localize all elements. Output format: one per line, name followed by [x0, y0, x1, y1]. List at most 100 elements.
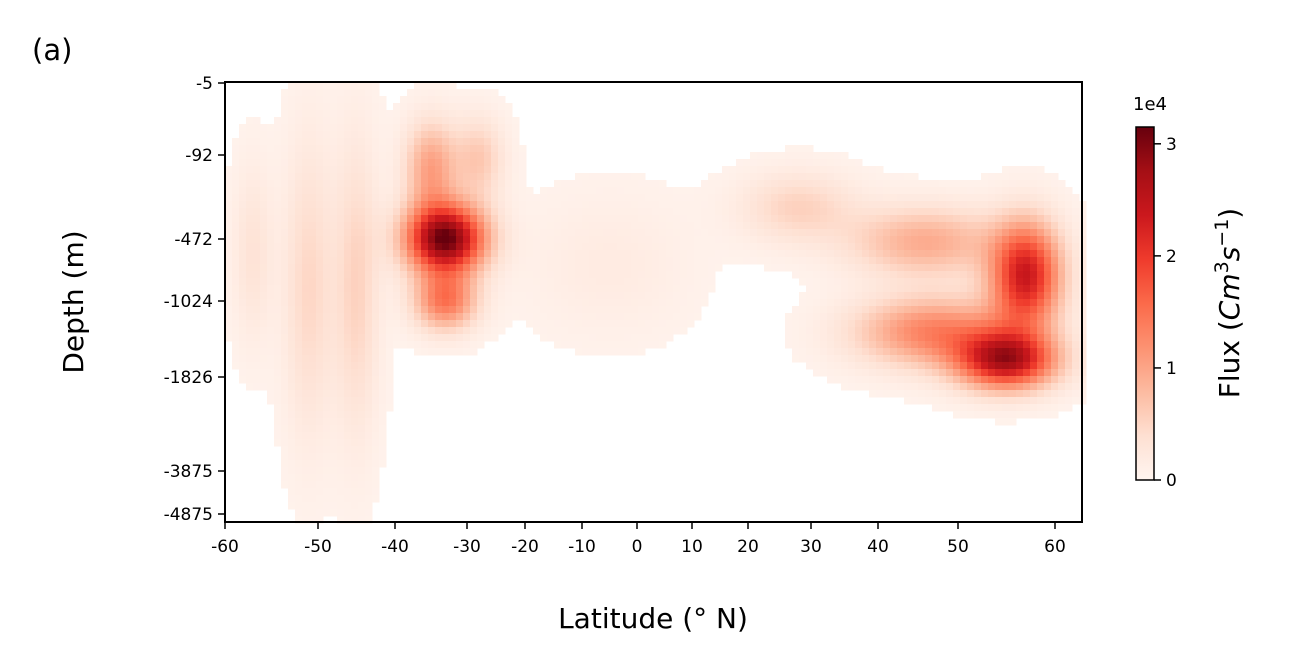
heatmap-cell [330, 369, 338, 377]
plot-frame [224, 81, 1083, 523]
heatmap-cell [428, 327, 436, 335]
heatmap-cell [421, 292, 429, 300]
heatmap-cell [386, 383, 394, 391]
heatmap-cell [323, 96, 331, 104]
heatmap-cell [463, 250, 471, 258]
heatmap-cell [288, 173, 296, 181]
heatmap-cell [442, 110, 450, 118]
heatmap-cell [309, 131, 317, 139]
heatmap-cell [1044, 334, 1052, 342]
heatmap-cell [904, 278, 912, 286]
heatmap-cell [442, 82, 450, 90]
heatmap-cell [232, 236, 240, 244]
heatmap-cell [456, 131, 464, 139]
heatmap-cell [1044, 376, 1052, 384]
heatmap-cell [904, 215, 912, 223]
heatmap-cell [379, 117, 387, 125]
heatmap-cell [512, 166, 520, 174]
heatmap-cell [813, 320, 821, 328]
heatmap-cell [302, 124, 310, 132]
heatmap-cell [302, 117, 310, 125]
heatmap-cell [666, 243, 674, 251]
heatmap-cell [491, 194, 499, 202]
heatmap-cell [463, 145, 471, 153]
heatmap-cell [449, 334, 457, 342]
heatmap-cell [967, 236, 975, 244]
heatmap-cell [316, 516, 324, 524]
heatmap-cell [988, 320, 996, 328]
heatmap-cell [582, 243, 590, 251]
heatmap-cell [491, 236, 499, 244]
heatmap-cell [351, 348, 359, 356]
heatmap-cell [449, 96, 457, 104]
heatmap-cell [449, 292, 457, 300]
heatmap-cell [911, 348, 919, 356]
heatmap-cell [379, 306, 387, 314]
heatmap-cell [785, 229, 793, 237]
heatmap-cell [393, 187, 401, 195]
heatmap-cell [631, 201, 639, 209]
heatmap-cell [449, 201, 457, 209]
heatmap-cell [337, 285, 345, 293]
heatmap-cell [631, 285, 639, 293]
heatmap-cell [610, 201, 618, 209]
heatmap-cell [358, 453, 366, 461]
heatmap-cell [610, 341, 618, 349]
heatmap-cell [442, 138, 450, 146]
heatmap-cell [491, 152, 499, 160]
heatmap-cell [351, 481, 359, 489]
heatmap-cell [302, 404, 310, 412]
heatmap-cell [1009, 411, 1017, 419]
heatmap-cell [253, 229, 261, 237]
heatmap-cell [890, 257, 898, 265]
heatmap-cell [512, 299, 520, 307]
heatmap-cell [911, 264, 919, 272]
heatmap-cell [1044, 369, 1052, 377]
heatmap-cell [855, 355, 863, 363]
heatmap-cell [1058, 208, 1066, 216]
heatmap-cell [932, 390, 940, 398]
heatmap-cell [757, 236, 765, 244]
heatmap-cell [477, 236, 485, 244]
heatmap-cell [393, 243, 401, 251]
heatmap-cell [358, 243, 366, 251]
heatmap-cell [610, 257, 618, 265]
heatmap-cell [379, 110, 387, 118]
heatmap-cell [876, 194, 884, 202]
heatmap-cell [638, 215, 646, 223]
heatmap-cell [400, 334, 408, 342]
heatmap-cell [421, 243, 429, 251]
heatmap-cell [624, 313, 632, 321]
x-axis-title: Latitude (° N) [558, 602, 748, 635]
heatmap-cell [841, 334, 849, 342]
heatmap-cell [337, 166, 345, 174]
heatmap-cell [386, 313, 394, 321]
heatmap-cell [456, 117, 464, 125]
heatmap-cell [533, 243, 541, 251]
heatmap-cell [568, 327, 576, 335]
heatmap-cell [1023, 411, 1031, 419]
heatmap-cell [813, 222, 821, 230]
heatmap-cell [309, 243, 317, 251]
heatmap-cell [379, 222, 387, 230]
heatmap-cell [400, 313, 408, 321]
heatmap-cell [645, 334, 653, 342]
heatmap-cell [232, 159, 240, 167]
heatmap-cell [974, 201, 982, 209]
heatmap-cell [603, 313, 611, 321]
heatmap-cell [638, 180, 646, 188]
heatmap-cell [589, 187, 597, 195]
heatmap-cell [533, 299, 541, 307]
heatmap-cell [365, 404, 373, 412]
heatmap-cell [463, 138, 471, 146]
heatmap-cell [554, 292, 562, 300]
heatmap-cell [316, 390, 324, 398]
heatmap-cell [1002, 397, 1010, 405]
heatmap-cell [344, 313, 352, 321]
heatmap-cell [554, 341, 562, 349]
heatmap-cell [673, 292, 681, 300]
heatmap-cell [295, 397, 303, 405]
heatmap-cell [330, 460, 338, 468]
heatmap-cell [750, 173, 758, 181]
heatmap-cell [792, 201, 800, 209]
